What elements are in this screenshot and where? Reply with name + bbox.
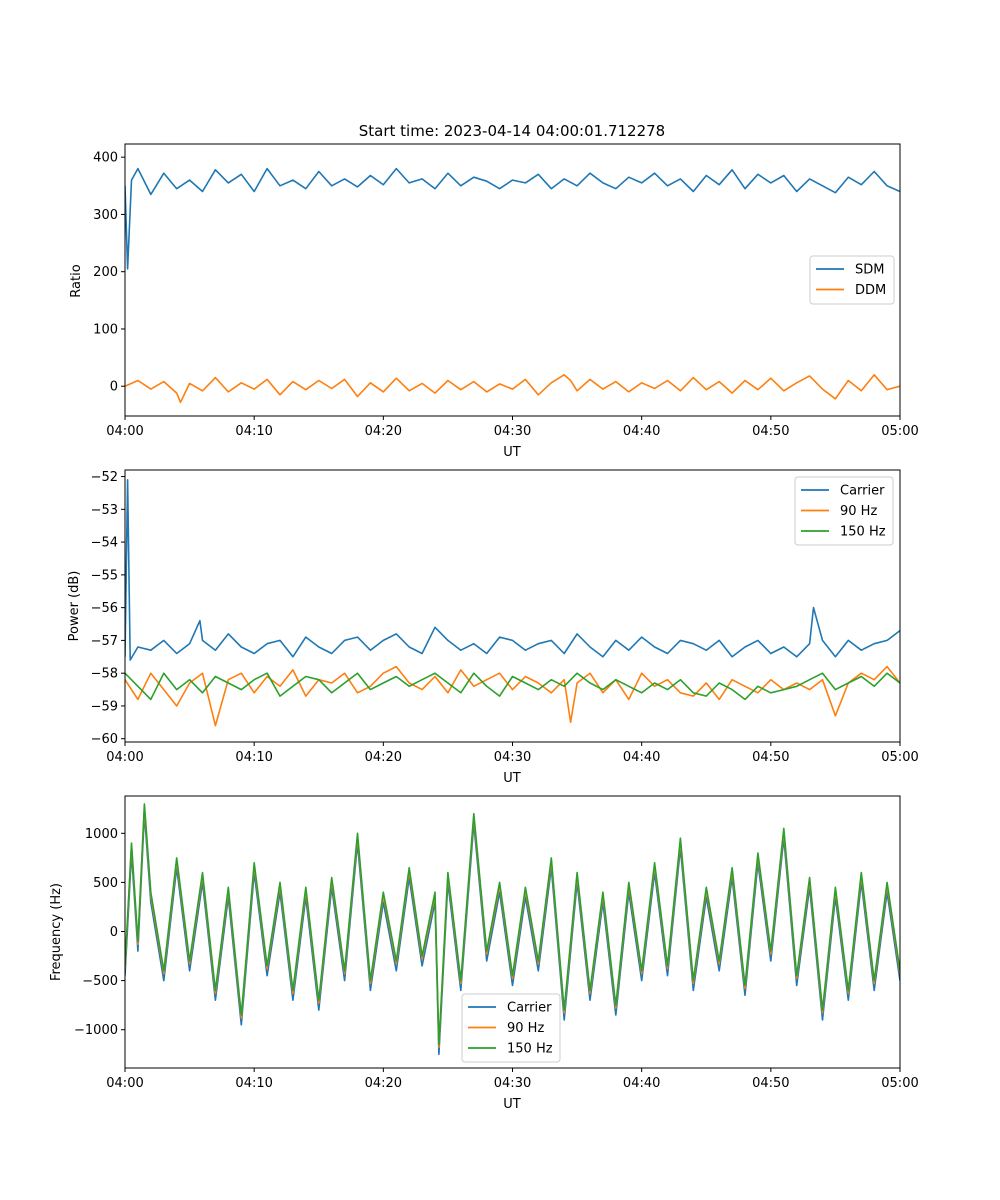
series-line-150-hz (125, 672, 900, 701)
y-tick-label: −55 (91, 568, 118, 583)
x-tick-label: 04:30 (494, 1076, 531, 1091)
x-tick-label: 04:00 (106, 1076, 143, 1091)
y-tick-label: −53 (91, 503, 118, 518)
power-chart: 04:00 04:10 04:20 04:30 04:40 04:50 05:00 −60 −5… (67, 469, 919, 786)
x-tick-label: 04:20 (365, 424, 402, 439)
x-tick-label: 04:20 (365, 1076, 402, 1091)
y-tick-label: 400 (93, 151, 118, 166)
ratio-plot-area: 04:00 04:10 04:20 04:30 04:40 04:50 05:00 0 100 2… (93, 143, 919, 439)
x-axis-label: UT (503, 771, 521, 786)
y-tick-label: −56 (91, 601, 118, 616)
y-tick-label: −57 (91, 634, 118, 649)
x-tick-label: 04:40 (623, 424, 660, 439)
x-tick-label: 04:30 (494, 424, 531, 439)
y-tick-label: −54 (91, 536, 118, 551)
series-line-sdm (125, 167, 900, 270)
frequency-chart: 04:00 04:10 04:20 04:30 04:40 04:50 05:00 −1000… (49, 795, 919, 1112)
power-plot-area: 04:00 04:10 04:20 04:30 04:40 04:50 05:00 −60 −5… (91, 469, 919, 765)
y-tick-label: −500 (82, 974, 118, 989)
x-axis-label: UT (503, 445, 521, 460)
ratio-chart: Start time: 2023-04-14 04:00:01.712278 0… (69, 122, 919, 460)
y-tick-label: −59 (91, 699, 118, 714)
x-tick-label: 04:10 (235, 750, 272, 765)
x-tick-label: 04:10 (235, 424, 272, 439)
series-line-150-hz (125, 803, 900, 1046)
x-tick-label: 04:40 (623, 750, 660, 765)
y-tick-label: 500 (93, 876, 118, 891)
x-tick-label: 04:10 (235, 1076, 272, 1091)
legend-label: 90 Hz (507, 1021, 544, 1036)
y-axis-label: Frequency (Hz) (49, 883, 64, 981)
x-tick-label: 04:00 (106, 750, 143, 765)
y-tick-label: 200 (93, 265, 118, 280)
y-tick-label: 1000 (85, 827, 118, 842)
y-tick-label: −1000 (74, 1023, 118, 1038)
y-tick-label: −60 (91, 732, 118, 747)
y-tick-label: 0 (110, 925, 118, 940)
x-tick-label: 04:50 (752, 1076, 789, 1091)
y-tick-label: 100 (93, 322, 118, 337)
x-tick-label: 05:00 (881, 750, 918, 765)
legend-box (461, 993, 561, 1063)
x-tick-label: 04:50 (752, 424, 789, 439)
x-tick-label: 04:00 (106, 424, 143, 439)
x-axis-label: UT (503, 1097, 521, 1112)
x-tick-label: 05:00 (881, 1076, 918, 1091)
y-tick-label: −58 (91, 667, 118, 682)
legend-label: 150 Hz (507, 1042, 553, 1057)
legend-label: DDM (855, 283, 886, 298)
series-line-carrier (125, 478, 900, 661)
x-tick-label: 04:20 (365, 750, 402, 765)
x-tick-label: 05:00 (881, 424, 918, 439)
legend-box (794, 476, 894, 546)
legend-box (809, 255, 895, 305)
y-tick-label: −52 (91, 470, 118, 485)
legend-label: 150 Hz (840, 525, 886, 540)
legend-label: SDM (855, 263, 884, 278)
legend-label: 90 Hz (840, 504, 877, 519)
y-axis-label: Power (dB) (67, 571, 82, 642)
y-axis-label: Ratio (69, 264, 84, 297)
legend-label: Carrier (507, 1001, 552, 1016)
series-line-ddm (125, 373, 900, 404)
x-tick-label: 04:50 (752, 750, 789, 765)
series-line-90-hz (125, 665, 900, 727)
chart-title: Start time: 2023-04-14 04:00:01.712278 (359, 122, 665, 140)
x-tick-label: 04:40 (623, 1076, 660, 1091)
legend-label: Carrier (840, 484, 885, 499)
frequency-plot-area: 04:00 04:10 04:20 04:30 04:40 04:50 05:00 −1000… (74, 795, 919, 1091)
x-tick-label: 04:30 (494, 750, 531, 765)
y-tick-label: 0 (110, 380, 118, 395)
y-tick-label: 300 (93, 208, 118, 223)
